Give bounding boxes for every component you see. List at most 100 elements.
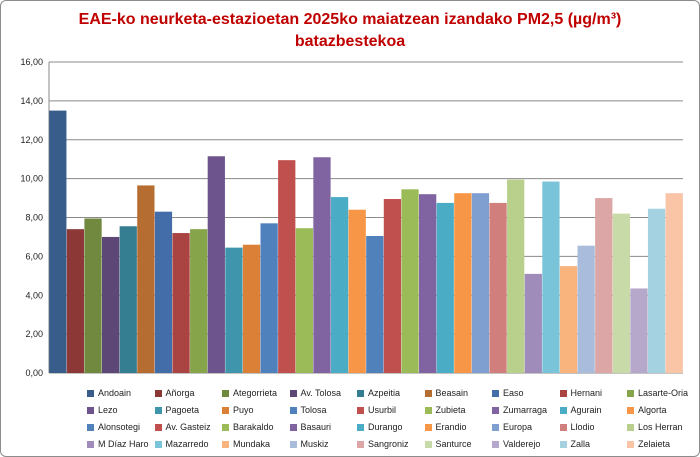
legend-swatch bbox=[627, 389, 634, 397]
chart-title-line-2: batazbestekoa bbox=[294, 33, 406, 50]
legend-item: Azpeitia bbox=[357, 386, 425, 400]
legend-item: Usurbil bbox=[357, 403, 425, 417]
legend-swatch bbox=[492, 389, 499, 397]
legend-label: Hernani bbox=[570, 388, 603, 398]
y-tick-label: 4,00 bbox=[25, 290, 43, 300]
legend-swatch bbox=[154, 440, 162, 448]
legend-swatch bbox=[559, 440, 567, 448]
legend-label: Azpeitia bbox=[368, 388, 401, 398]
legend-swatch bbox=[222, 423, 229, 431]
legend-swatch bbox=[87, 440, 94, 448]
legend-swatch bbox=[424, 423, 432, 431]
legend-item: Puyo bbox=[222, 403, 290, 417]
legend-swatch bbox=[289, 389, 297, 397]
legend-label: Zubieta bbox=[435, 405, 466, 415]
legend-label: Durango bbox=[368, 422, 403, 432]
bar bbox=[119, 226, 137, 373]
legend-item: Llodio bbox=[559, 420, 628, 434]
legend-swatch bbox=[492, 406, 499, 414]
legend-label: Tolosa bbox=[300, 405, 327, 415]
legend-label: Barakaldo bbox=[233, 422, 274, 432]
legend-swatch bbox=[357, 423, 364, 431]
legend-label: Agurain bbox=[570, 405, 602, 415]
y-tick-label: 16,00 bbox=[20, 57, 43, 67]
legend-label: Lasarte-Oria bbox=[638, 388, 689, 398]
legend-swatch bbox=[222, 389, 229, 397]
y-tick-label: 8,00 bbox=[25, 213, 43, 223]
legend-swatch bbox=[424, 440, 432, 448]
legend-item: Av. Gasteiz bbox=[154, 420, 223, 434]
legend-swatch bbox=[222, 406, 229, 414]
legend-item: Europa bbox=[492, 420, 560, 434]
legend-swatch bbox=[492, 423, 499, 431]
bar bbox=[542, 181, 560, 373]
legend-label: Av. Gasteiz bbox=[165, 422, 211, 432]
legend-swatch bbox=[492, 440, 499, 448]
bar bbox=[260, 223, 278, 373]
bar bbox=[330, 197, 349, 373]
legend-label: Santurce bbox=[435, 439, 472, 449]
bar bbox=[278, 160, 296, 373]
legend-item: Av. Tolosa bbox=[289, 386, 358, 400]
legend-swatch bbox=[559, 406, 567, 414]
bar bbox=[66, 229, 85, 373]
bar bbox=[524, 273, 542, 373]
legend-label: Los Herran bbox=[638, 422, 683, 432]
legend-label: Lezo bbox=[98, 405, 118, 415]
bar bbox=[471, 193, 490, 373]
legend-item: Agurain bbox=[559, 403, 628, 417]
legend-label: Pagoeta bbox=[165, 405, 200, 415]
legend-label: Llodio bbox=[570, 422, 595, 432]
bar bbox=[436, 202, 454, 373]
legend-label: Sangroniz bbox=[368, 439, 409, 449]
legend-item: Los Herran bbox=[627, 420, 695, 434]
legend-label: Zumarraga bbox=[503, 405, 548, 415]
bar bbox=[102, 236, 120, 373]
legend-item: Basauri bbox=[289, 420, 358, 434]
bar bbox=[559, 266, 578, 373]
legend-label: Zalla bbox=[570, 439, 591, 449]
legend-item: Sangroniz bbox=[357, 437, 425, 451]
bar bbox=[295, 228, 313, 373]
bar bbox=[577, 245, 595, 373]
legend-swatch bbox=[154, 406, 162, 414]
legend-swatch bbox=[154, 389, 162, 397]
legend-label: Muskiz bbox=[300, 439, 329, 449]
legend-label: Europa bbox=[503, 422, 533, 432]
bar bbox=[313, 157, 331, 373]
legend-label: Puyo bbox=[233, 405, 254, 415]
bar bbox=[242, 244, 261, 373]
legend-item: Hernani bbox=[559, 386, 628, 400]
bar bbox=[647, 208, 666, 373]
legend-item: Ategorrieta bbox=[222, 386, 290, 400]
legend-item: Erandio bbox=[424, 420, 493, 434]
bar bbox=[507, 179, 525, 373]
legend-item: Santurce bbox=[424, 437, 493, 451]
legend-label: Algorta bbox=[638, 405, 667, 415]
bar bbox=[612, 213, 630, 373]
legend-item: Barakaldo bbox=[222, 420, 290, 434]
legend-item: Mazarredo bbox=[154, 437, 223, 451]
legend-item: Zalla bbox=[559, 437, 628, 451]
legend-label: Mundaka bbox=[233, 439, 271, 449]
y-tick-label: 0,00 bbox=[25, 368, 43, 378]
bar bbox=[190, 229, 208, 373]
legend-label: M Díaz Haro bbox=[98, 439, 149, 449]
bar bbox=[225, 247, 243, 373]
legend-swatch bbox=[627, 440, 634, 448]
legend-swatch bbox=[424, 406, 432, 414]
y-tick-label: 14,00 bbox=[20, 96, 43, 106]
legend-item: Zumarraga bbox=[492, 403, 560, 417]
bar bbox=[137, 185, 155, 373]
legend-swatch bbox=[222, 440, 229, 448]
bar bbox=[454, 193, 472, 373]
legend-label: Añorga bbox=[165, 388, 195, 398]
legend-swatch bbox=[627, 423, 634, 431]
legend-item: Lezo bbox=[87, 403, 155, 417]
chart-title-line-1: EAE-ko neurketa-estazioetan 2025ko maiat… bbox=[78, 11, 622, 28]
legend-swatch bbox=[357, 389, 364, 397]
bar bbox=[84, 218, 102, 373]
legend-item: Andoain bbox=[87, 386, 155, 400]
legend-item: Muskiz bbox=[289, 437, 358, 451]
